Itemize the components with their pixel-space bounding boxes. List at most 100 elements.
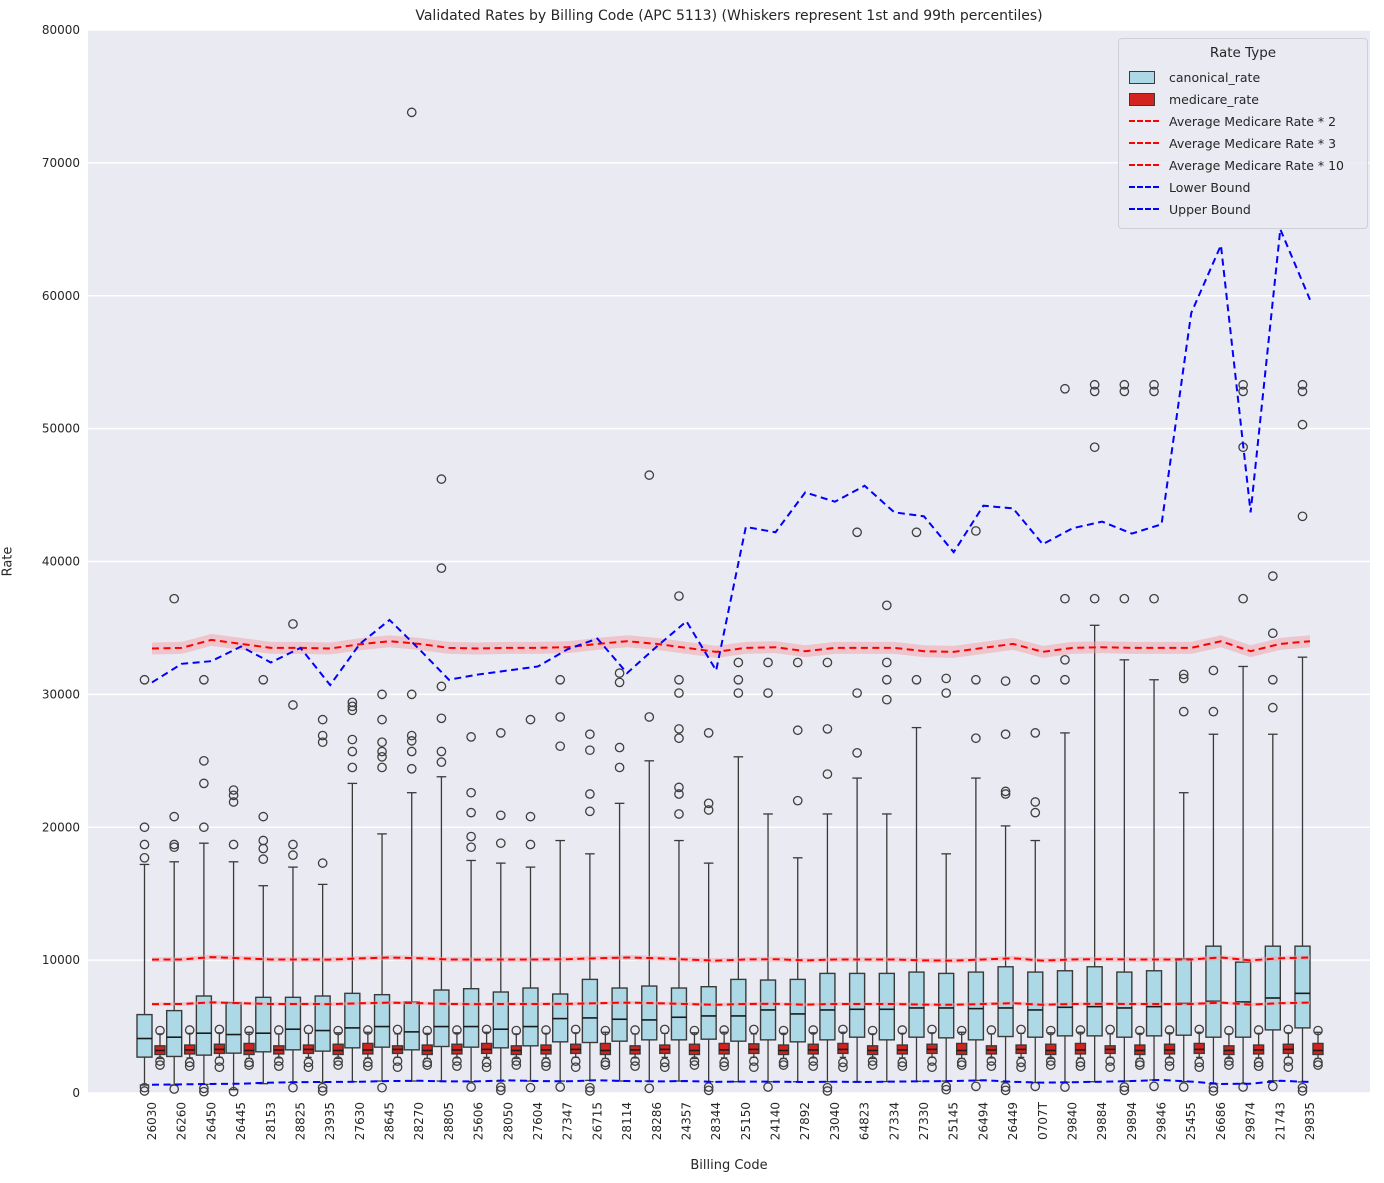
outlier-point <box>139 839 150 850</box>
x-tick-label: 29874 <box>1244 1102 1258 1140</box>
outlier-point <box>674 809 684 819</box>
outlier-point <box>674 591 684 601</box>
outlier-point <box>659 1057 670 1068</box>
x-tick-label: 26030 <box>145 1102 159 1140</box>
canonical-rate-box <box>819 657 836 1096</box>
outlier-point <box>452 1061 462 1072</box>
outlier-point <box>495 1085 506 1096</box>
legend-entry-average-medicare-rate-3: Average Medicare Rate * 3 <box>1129 132 1357 154</box>
outlier-point <box>362 1025 373 1035</box>
outlier-point <box>674 733 684 744</box>
outlier-point <box>199 778 209 789</box>
outlier-point <box>511 1025 522 1036</box>
outlier-point <box>377 737 387 748</box>
medicare-rate-box <box>1074 1025 1087 1072</box>
canonical-rate-box <box>136 674 153 1096</box>
outlier-point <box>822 1082 833 1093</box>
outlier-point <box>822 657 833 668</box>
canonical-rate-box <box>1234 379 1252 1092</box>
outlier-point <box>971 674 981 685</box>
outlier-point <box>1045 1025 1056 1036</box>
medicare-rate-box <box>837 1024 849 1073</box>
chart-title: Validated Rates by Billing Code (APC 511… <box>415 8 1043 24</box>
outlier-point <box>214 1062 225 1073</box>
outlier-point <box>436 563 447 573</box>
outlier-point <box>288 619 298 629</box>
outlier-point <box>317 737 328 748</box>
outlier-point <box>495 728 506 738</box>
canonical-rate-box <box>759 657 777 1092</box>
outlier-point <box>674 782 684 793</box>
outlier-point <box>1164 1025 1175 1035</box>
outlier-point <box>585 729 595 740</box>
outlier-point <box>452 1025 462 1035</box>
outlier-point <box>1178 669 1189 680</box>
outlier-point <box>333 1025 344 1036</box>
outlier-point <box>1045 1056 1056 1066</box>
medicare-rate-box <box>421 1025 433 1070</box>
x-tick-label: 29846 <box>1155 1102 1169 1140</box>
outlier-point <box>1030 1081 1041 1092</box>
medicare-rate-box <box>480 1024 493 1073</box>
x-tick-label: 0707T <box>1036 1101 1050 1140</box>
outlier-point <box>1060 654 1070 665</box>
outlier-point <box>377 1082 387 1093</box>
legend-entry-label: Lower Bound <box>1169 179 1251 195</box>
legend-dash-swatch <box>1129 142 1159 144</box>
outlier-point <box>1253 1057 1264 1068</box>
outlier-point <box>1267 628 1278 639</box>
outlier-point <box>585 806 595 817</box>
outlier-point <box>1134 1025 1145 1036</box>
outlier-point <box>986 1025 997 1035</box>
x-axis-label: Billing Code <box>690 1158 768 1173</box>
outlier-point <box>1297 1086 1308 1096</box>
outlier-point <box>184 1025 195 1035</box>
outlier-point <box>406 689 417 700</box>
outlier-point <box>1119 1085 1130 1096</box>
canonical-rate-box <box>314 714 331 1096</box>
canonical-rate-box <box>670 591 688 1082</box>
outlier-point <box>630 1056 640 1066</box>
outlier-point <box>763 1082 773 1092</box>
canonical-rate-box <box>551 674 569 1092</box>
outlier-point <box>1194 1024 1205 1035</box>
canonical-rate-box <box>165 593 183 1094</box>
outlier-point <box>406 736 417 746</box>
outlier-point <box>1149 386 1159 397</box>
outlier-point <box>1045 1060 1056 1070</box>
outlier-point <box>317 1082 328 1093</box>
x-tick-label: 25606 <box>472 1102 486 1140</box>
outlier-point <box>362 1057 373 1068</box>
outlier-point <box>1060 674 1070 685</box>
outlier-point <box>1253 1061 1264 1072</box>
canonical-rate-box <box>1294 379 1311 1096</box>
outlier-point <box>748 1056 759 1066</box>
canonical-rate-box <box>284 619 302 1093</box>
x-tick-label: 23040 <box>828 1102 842 1140</box>
outlier-point <box>674 688 684 698</box>
outlier-point <box>347 697 358 708</box>
outlier-point <box>139 1086 150 1096</box>
outlier-point <box>1016 1024 1026 1035</box>
outlier-point <box>1267 702 1278 713</box>
medicare-rate-box <box>985 1025 998 1072</box>
outlier-point <box>1030 674 1041 685</box>
outlier-point <box>481 1062 492 1073</box>
outlier-point <box>808 1061 819 1072</box>
canonical-rate-box <box>1264 571 1282 1092</box>
outlier-point <box>1313 1060 1323 1070</box>
canonical-rate-box <box>492 728 510 1096</box>
outlier-point <box>792 795 803 806</box>
legend-dash-swatch <box>1129 208 1159 210</box>
outlier-point <box>1297 1082 1308 1093</box>
x-tick-label: 28645 <box>383 1102 397 1140</box>
x-tick-label: 29835 <box>1303 1102 1317 1140</box>
canonical-rate-box <box>789 657 806 1083</box>
legend-entry-label: Average Medicare Rate * 2 <box>1169 113 1337 129</box>
outlier-point <box>1016 1062 1026 1073</box>
medicare-rate-box <box>569 1024 582 1073</box>
outlier-point <box>941 1081 952 1092</box>
outlier-point <box>838 1062 848 1073</box>
outlier-point <box>674 789 684 799</box>
x-tick-label: 25145 <box>947 1102 961 1140</box>
